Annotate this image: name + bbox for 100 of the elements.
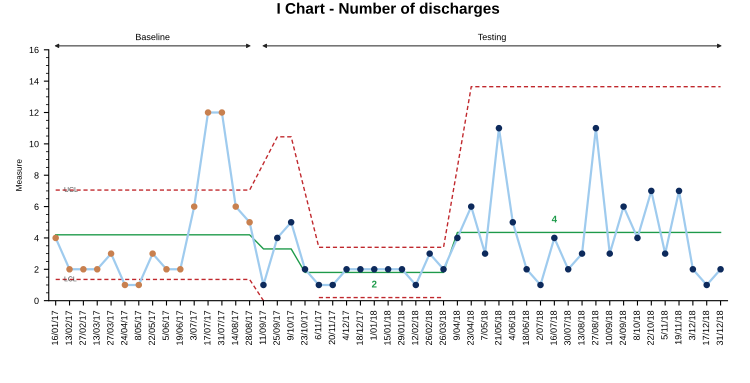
x-tick-label: 25/09/17 (273, 310, 280, 346)
y-tick-label: 8 (34, 172, 39, 179)
point (329, 282, 336, 288)
x-tick-label: 4/06/18 (508, 310, 516, 340)
point (371, 266, 378, 273)
x-tick-label: 31/12/18 (716, 310, 723, 346)
x-tick-label: 10/09/18 (606, 310, 612, 345)
y-tick-label: 6 (34, 204, 39, 210)
x-tick-label: 16/07/18 (550, 310, 557, 345)
chart-title: I Chart - Number of discharges (278, 2, 500, 17)
x-tick-label: 31/07/17 (218, 310, 224, 346)
point (218, 109, 226, 116)
x-tick-label: 2/07/18 (536, 310, 543, 340)
point (537, 282, 544, 288)
x-tick-label: 13/08/18 (578, 310, 584, 345)
text: Testing (478, 34, 506, 42)
point (190, 203, 198, 210)
point (316, 282, 322, 288)
point (80, 266, 87, 273)
point (260, 282, 267, 288)
x-tick-label: 27/08/18 (592, 310, 598, 346)
x-tick-label: 8/05/17 (134, 310, 142, 340)
x-tick-label: 21/05/18 (494, 310, 502, 346)
y-tick-label: 10 (30, 140, 39, 148)
x-tick-label: 16/01/17 (51, 310, 58, 345)
point (136, 282, 142, 288)
point (149, 250, 156, 257)
point (398, 266, 406, 273)
x-tick-label: 19/06/17 (176, 310, 183, 345)
point (384, 266, 392, 273)
x-tick-label: 13/02/17 (65, 310, 72, 345)
x-tick-label: 23/10/17 (300, 310, 308, 346)
x-tick-label: 3/07/17 (190, 310, 197, 340)
x-tick-label: 18/06/18 (522, 310, 530, 345)
point (232, 203, 240, 210)
x-tick-label: 13/03/17 (93, 310, 100, 345)
point (717, 266, 724, 273)
x-tick-label: 23/04/18 (467, 310, 474, 346)
point (52, 234, 59, 242)
point (177, 266, 184, 273)
point (288, 219, 294, 226)
point (482, 250, 488, 257)
x-tick-label: 19/11/18 (674, 310, 682, 344)
point (690, 266, 696, 273)
y-tick-label: 14 (30, 78, 39, 84)
point (426, 250, 433, 257)
x-tick-label: 20/11/17 (328, 310, 336, 344)
x-tick-label: 18/12/17 (356, 310, 363, 345)
x-tick-label: 17/07/17 (204, 310, 210, 345)
x-tick-label: 3/12/18 (688, 310, 696, 340)
point (122, 282, 128, 288)
x-tick-label: 11/09/17 (259, 310, 266, 344)
point (66, 266, 73, 273)
point (496, 124, 502, 132)
point (676, 188, 682, 194)
point (592, 124, 600, 132)
point (302, 266, 308, 273)
point (94, 266, 100, 273)
y-tick-label: 16 (30, 46, 39, 54)
x-tick-label: 27/02/17 (79, 310, 86, 346)
point (357, 266, 364, 273)
x-tick-label: 15/01/18 (384, 310, 391, 345)
x-tick-label: 22/05/17 (148, 310, 156, 346)
x-tick-label: 22/10/18 (647, 310, 654, 346)
point (343, 266, 350, 273)
x-tick-label: 26/02/18 (425, 310, 432, 346)
point (606, 250, 614, 257)
y-axis-title: Measure (16, 159, 22, 191)
point (510, 219, 516, 226)
x-tick-label: 30/07/18 (564, 310, 571, 346)
point (454, 234, 461, 242)
point (468, 203, 474, 210)
x-tick-label: 8/10/18 (633, 310, 640, 340)
point (703, 282, 710, 288)
point (163, 266, 170, 273)
x-tick-label: 4/12/17 (342, 310, 349, 340)
x-tick-label: 14/08/17 (232, 310, 238, 345)
point (523, 266, 530, 273)
x-tick-label: 5/11/18 (660, 310, 668, 340)
point (662, 250, 668, 257)
point (440, 266, 447, 273)
text: Baseline (136, 34, 170, 40)
point (274, 234, 281, 242)
y-tick-label: 12 (30, 109, 39, 116)
x-tick-label: 27/03/17 (106, 310, 114, 346)
annotation: 2 (372, 280, 377, 288)
point (204, 109, 212, 116)
point (634, 234, 641, 242)
x-tick-label: 6/11/17 (314, 310, 322, 340)
x-tick-label: 5/06/17 (162, 310, 169, 340)
x-tick-label: 12/02/18 (412, 310, 418, 345)
x-tick-label: 24/09/18 (619, 310, 626, 346)
y-tick-label: 2 (34, 266, 39, 273)
x-tick-label: 9/04/18 (453, 310, 460, 340)
y-tick-label: 4 (34, 235, 39, 242)
point (620, 203, 627, 210)
x-tick-label: 24/04/17 (120, 310, 128, 346)
x-tick-label: 17/12/18 (702, 310, 710, 345)
x-tick-label: 9/10/17 (286, 310, 294, 340)
x-tick-label: 7/05/18 (480, 310, 488, 340)
